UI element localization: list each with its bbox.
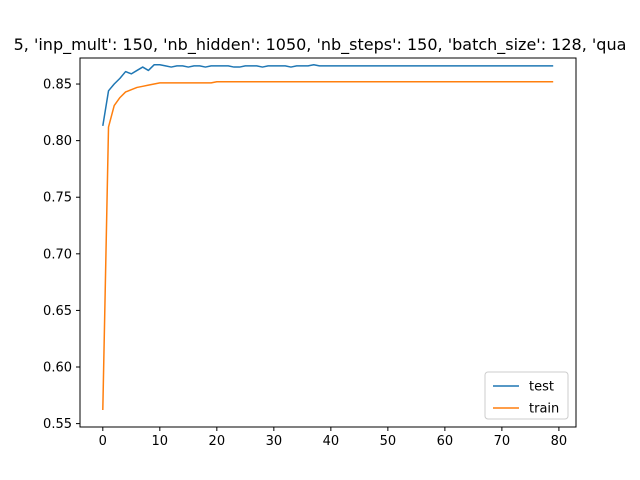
- x-tick-label: 20: [209, 434, 226, 449]
- y-axis: 0.55 0.60 0.65 0.70 0.75 0.80 0.85: [43, 78, 80, 432]
- x-tick-label: 80: [551, 434, 568, 449]
- y-tick-label: 0.80: [43, 134, 72, 149]
- y-tick-label: 0.55: [43, 417, 72, 432]
- axes-frame: [79, 57, 577, 428]
- y-tick-label: 0.70: [43, 247, 72, 262]
- chart-title: 5, 'inp_mult': 150, 'nb_hidden': 1050, '…: [14, 35, 627, 55]
- x-axis: 0 10 20 30 40 50 60 70 80: [99, 427, 568, 449]
- y-tick-label: 0.75: [43, 191, 72, 206]
- legend-label-train: train: [529, 402, 559, 417]
- y-tick-label: 0.65: [43, 304, 72, 319]
- x-tick-label: 0: [99, 434, 107, 449]
- x-tick-label: 60: [437, 434, 454, 449]
- series-line-test: [102, 64, 554, 127]
- x-tick-label: 50: [380, 434, 397, 449]
- x-tick-label: 70: [494, 434, 511, 449]
- x-tick-label: 30: [266, 434, 283, 449]
- x-tick-label: 40: [323, 434, 340, 449]
- y-tick-label: 0.85: [43, 78, 72, 93]
- legend: test train: [484, 371, 569, 420]
- y-tick-label: 0.60: [43, 361, 72, 376]
- legend-label-test: test: [529, 380, 554, 395]
- x-tick-label: 10: [152, 434, 169, 449]
- plot-lines: [102, 64, 554, 411]
- series-line-train: [102, 81, 554, 411]
